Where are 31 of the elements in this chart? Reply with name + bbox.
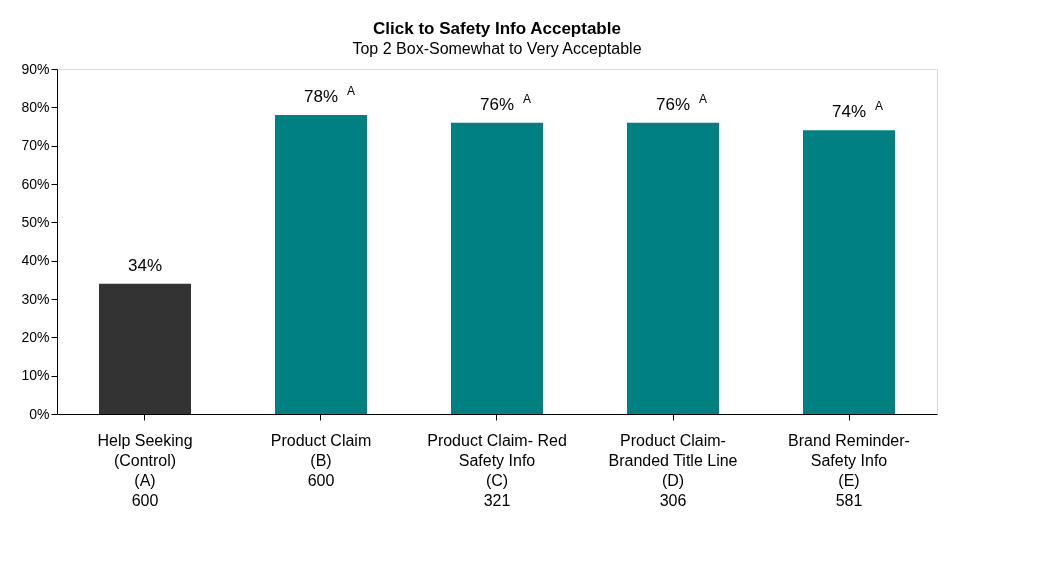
chart-subtitle: Top 2 Box-Somewhat to Very Acceptable xyxy=(352,40,642,57)
y-tick-label: 30% xyxy=(21,290,50,307)
annotation: A xyxy=(874,99,884,114)
x-tick-label: Product Claim (B) 600 xyxy=(270,431,372,489)
annotation: A xyxy=(346,84,356,98)
y-tick-label: 50% xyxy=(21,213,50,230)
bar xyxy=(99,283,191,414)
y-tick-label: 0% xyxy=(29,405,50,422)
chart-title: Click to Safety Info Acceptable xyxy=(373,19,621,38)
bar xyxy=(451,122,543,414)
annotation: A xyxy=(522,91,532,106)
data-label: 34% xyxy=(127,255,163,275)
annotation: A xyxy=(698,91,708,106)
x-tick-label: Help Seeking (Control) (A) 600 xyxy=(97,431,193,509)
y-tick-label: 70% xyxy=(21,137,50,154)
bar xyxy=(627,122,719,414)
data-label: 76% xyxy=(479,94,515,114)
y-tick-label: 90% xyxy=(21,60,50,77)
y-tick-label: 40% xyxy=(21,252,50,269)
data-label: 78% xyxy=(303,87,339,106)
y-tick-label: 80% xyxy=(21,98,50,115)
y-tick-label: 60% xyxy=(21,175,50,192)
bar xyxy=(803,130,895,414)
x-tick-label: Product Claim- Red Safety Info (C) 321 xyxy=(427,431,567,509)
y-tick-label: 20% xyxy=(21,328,50,345)
data-label: 76% xyxy=(655,94,691,114)
bar xyxy=(275,115,367,414)
x-tick-label: Product Claim- Branded Title Line (D) 306 xyxy=(608,431,738,509)
y-tick-label: 10% xyxy=(21,367,50,384)
data-label: 74% xyxy=(831,102,867,122)
x-tick-label: Brand Reminder- Safety Info (E) 581 xyxy=(788,431,910,509)
